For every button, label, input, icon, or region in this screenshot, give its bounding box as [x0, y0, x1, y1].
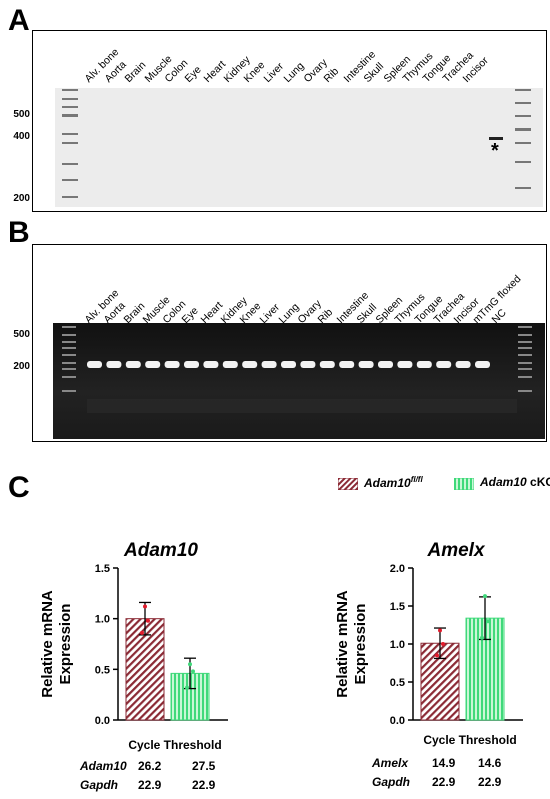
panel-label-c: C [8, 471, 30, 504]
gel-a-bands [62, 89, 531, 198]
chart-adam10: Adam10 Relative mRNAExpression 0.0 0.5 1.0 1.… [39, 540, 228, 727]
data-point [188, 662, 192, 667]
ct-gene: Adam10 [80, 759, 127, 773]
y-tick-label: 1.5 [95, 563, 110, 575]
legend-swatch-flox [338, 478, 358, 490]
ct-value-a: 22.9 [432, 775, 456, 789]
legend-flox-sup: fl/fl [410, 475, 423, 484]
panel-label-a: A [8, 4, 30, 37]
gel-a-ladder-400: 400 [13, 131, 30, 142]
gel-b-band [184, 361, 199, 368]
chart-amelx: Amelx Relative mRNAExpression 0.0 0.5 1.0 1.5… [334, 540, 523, 727]
gel-b-image [53, 323, 545, 439]
data-point [486, 619, 490, 624]
gel-b-ladder-500: 500 [13, 329, 30, 340]
gel-b-band [261, 361, 277, 368]
gel-b-band [475, 361, 490, 368]
data-point [143, 604, 147, 609]
ct-value-a: 26.2 [138, 759, 162, 773]
gel-a-ladder-500: 500 [13, 109, 30, 120]
gel-b-band [222, 361, 238, 368]
y-tick-label: 0.0 [95, 715, 110, 727]
legend-cko-gene: Adam10 [480, 475, 527, 489]
y-tick-label: 0.5 [390, 677, 405, 689]
ct-value-a: 14.9 [432, 756, 456, 770]
ct-row-right-1: Gapdh 22.9 22.9 [372, 775, 542, 791]
y-tick-label: 0.0 [390, 715, 405, 727]
gel-b-band [319, 361, 335, 368]
ct-row-left-0: Adam10 26.2 27.5 [80, 759, 260, 775]
gel-b-band [397, 361, 413, 368]
data-point [438, 628, 442, 633]
gel-b-band [164, 361, 180, 368]
ct-row-right-0: Amelx 14.9 14.6 [372, 756, 542, 772]
ct-value-b: 14.6 [478, 756, 502, 770]
y-tick-label: 0.5 [95, 664, 110, 676]
data-point [185, 685, 189, 690]
panel-label-b: B [8, 216, 30, 249]
gel-a-frame [32, 30, 547, 212]
ct-value-b: 22.9 [478, 775, 502, 789]
data-point [480, 635, 484, 640]
ct-title-left: Cycle Threshold [128, 738, 222, 752]
gel-b-band [281, 361, 296, 368]
gel-b-band [203, 361, 219, 368]
legend-cko-suffix: cKO [530, 475, 550, 489]
y-tick-label: 2.0 [390, 563, 405, 575]
y-tick-label: 1.0 [390, 639, 405, 651]
data-point [435, 653, 439, 658]
gel-b-band [416, 361, 432, 368]
data-point [441, 642, 445, 646]
gel-b-band [300, 361, 316, 368]
ct-value-b: 27.5 [192, 759, 216, 773]
gel-b-ladder-200: 200 [13, 361, 30, 372]
gel-b-band [125, 361, 141, 368]
gel-b-band [242, 361, 258, 368]
legend-swatch-cko [454, 478, 474, 490]
gel-b-band [378, 361, 393, 368]
gel-b-band [145, 361, 161, 368]
y-axis-label: Relative mRNAExpression [39, 590, 74, 698]
ct-gene: Amelx [372, 756, 409, 770]
gel-a-ladder-200: 200 [13, 193, 30, 204]
y-axis-label: Relative mRNAExpression [334, 590, 369, 698]
ct-title-right: Cycle Threshold [423, 733, 517, 747]
gel-b-band [339, 361, 355, 368]
gel-b-band [358, 361, 374, 368]
gel-b-band [106, 361, 122, 368]
legend-flox-gene: Adam10 [364, 476, 411, 490]
gel-b-band [436, 361, 452, 368]
data-point [146, 618, 150, 623]
data-point [483, 594, 487, 599]
chart-title: Amelx [426, 540, 485, 561]
ct-gene: Gapdh [80, 778, 118, 792]
gel-b-bands [62, 326, 532, 413]
y-tick-label: 1.0 [95, 614, 110, 626]
ct-gene: Gapdh [372, 775, 410, 789]
ct-row-left-1: Gapdh 22.9 22.9 [80, 778, 260, 794]
gel-a-image [55, 88, 543, 207]
ct-value-b: 22.9 [192, 778, 216, 792]
chart-title: Adam10 [123, 540, 198, 561]
y-tick-label: 1.5 [390, 601, 405, 613]
data-point [191, 669, 195, 674]
gel-a-incisor-band [489, 137, 503, 140]
gel-b-band [455, 361, 471, 368]
data-point [140, 630, 144, 635]
ct-value-a: 22.9 [138, 778, 162, 792]
gel-b-band [87, 361, 102, 368]
gel-a-asterisk: * [491, 140, 499, 162]
